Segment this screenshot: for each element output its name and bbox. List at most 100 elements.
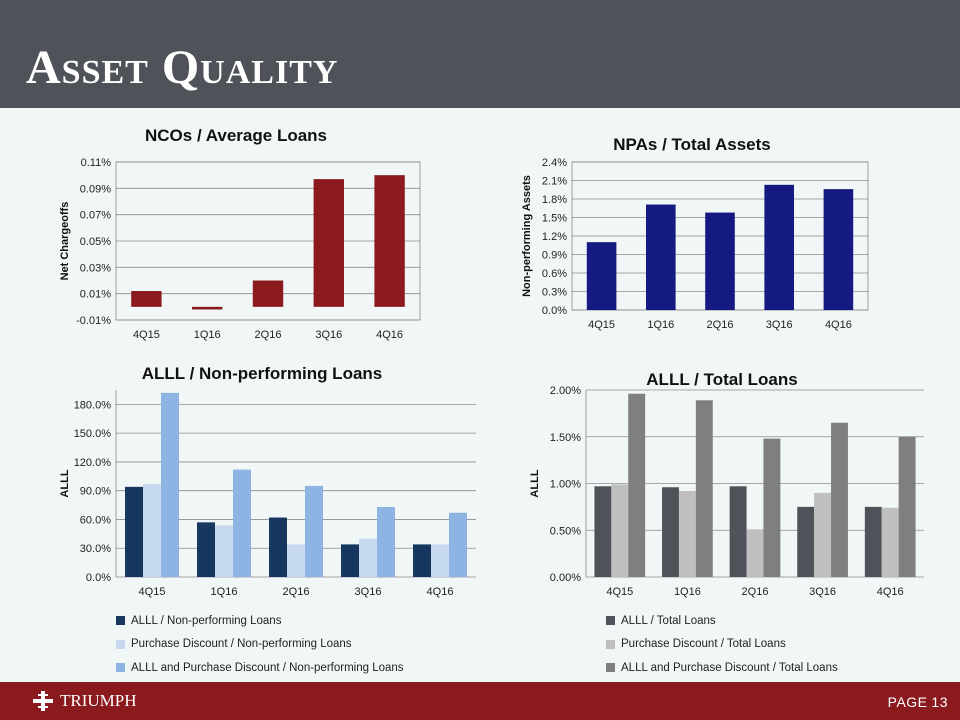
bar [611, 484, 629, 577]
bar [646, 204, 676, 310]
legend-item: ALLL / Total Loans [606, 609, 838, 633]
bar [161, 392, 179, 577]
bar [898, 436, 916, 577]
legend-swatch [116, 663, 125, 673]
triumph-cross-icon [33, 691, 53, 711]
chart-title: ALLL / Non-performing Loans [142, 364, 383, 383]
bar [797, 506, 815, 577]
x-tick-label: 4Q16 [877, 586, 904, 598]
bar [233, 469, 251, 577]
x-tick-label: 4Q16 [427, 586, 454, 598]
y-tick-label: 90.0% [80, 486, 111, 498]
legend-swatch [606, 663, 615, 673]
bar [131, 291, 162, 307]
bar [678, 490, 696, 577]
bar [377, 506, 395, 577]
legend-swatch [116, 616, 125, 626]
legend-swatch [606, 639, 615, 649]
legend-alll-total-loans: ALLL / Total Loans Purchase Discount / T… [606, 609, 838, 680]
y-tick-label: 0.11% [81, 157, 112, 169]
x-tick-label: 2Q16 [283, 586, 310, 598]
bar [413, 544, 431, 577]
page-number-value: 13 [931, 694, 948, 710]
bar [143, 483, 161, 577]
bar [341, 544, 359, 577]
x-tick-label: 4Q15 [606, 586, 633, 598]
y-tick-label: 0.6% [542, 268, 567, 280]
y-tick-label: 0.0% [542, 305, 567, 317]
legend-item: ALLL / Non-performing Loans [116, 609, 404, 633]
y-tick-label: 0.03% [80, 262, 111, 274]
y-tick-label: 0.01% [80, 289, 111, 301]
y-axis-label: Non-performing Assets [521, 175, 533, 297]
chart-title: NPAs / Total Assets [613, 135, 770, 154]
bar [864, 506, 882, 577]
x-tick-label: 4Q16 [376, 329, 403, 341]
y-tick-label: -0.01% [76, 315, 111, 327]
legend-item: Purchase Discount / Total Loans [606, 633, 838, 657]
bar [359, 538, 377, 577]
bar [831, 422, 848, 577]
bar [449, 512, 467, 577]
bar [764, 184, 794, 310]
x-tick-label: 4Q16 [825, 319, 852, 331]
bar [431, 544, 449, 577]
bar [823, 189, 854, 310]
bar [192, 306, 223, 310]
bar [586, 242, 617, 310]
y-tick-label: 30.0% [80, 543, 111, 555]
triumph-logo: TRIUMPH [32, 690, 137, 712]
y-axis-label: ALLL [529, 469, 541, 497]
y-axis-label: ALLL [59, 469, 71, 497]
y-tick-label: 0.50% [550, 525, 581, 537]
bar [763, 438, 781, 577]
y-tick-label: 1.8% [542, 194, 567, 206]
y-tick-label: 0.09% [80, 183, 111, 195]
x-tick-label: 3Q16 [766, 319, 793, 331]
bar [628, 393, 646, 577]
bar [594, 486, 612, 577]
y-tick-label: 2.1% [542, 176, 567, 188]
chart-title: NCOs / Average Loans [145, 126, 327, 145]
footer-bar: TRIUMPH PAGE 13 [0, 682, 960, 720]
header-bar: Asset Quality [0, 0, 960, 108]
bar [252, 280, 284, 307]
logo-text: TRIUMPH [60, 691, 137, 710]
x-tick-label: 2Q16 [255, 329, 282, 341]
legend-label: Purchase Discount / Non-performing Loans [131, 638, 352, 651]
y-tick-label: 150.0% [74, 428, 112, 440]
legend-swatch [116, 639, 125, 649]
bar [662, 487, 679, 577]
y-tick-label: 0.9% [542, 250, 567, 262]
bar [287, 544, 305, 577]
x-tick-label: 4Q15 [588, 319, 615, 331]
y-tick-label: 2.4% [542, 157, 567, 169]
chart-title: ALLL / Total Loans [646, 370, 797, 389]
bar [705, 212, 735, 310]
y-axis-label: Net Chargeoffs [59, 202, 71, 281]
y-tick-label: 0.07% [80, 210, 111, 222]
bar [269, 517, 287, 577]
page-number: PAGE 13 [888, 694, 948, 710]
y-tick-label: 0.05% [80, 236, 111, 248]
legend-label: Purchase Discount / Total Loans [621, 638, 786, 651]
y-tick-label: 1.50% [550, 432, 581, 444]
bar [197, 522, 215, 577]
x-tick-label: 4Q15 [139, 586, 166, 598]
y-tick-label: 0.3% [542, 287, 567, 299]
legend-item: Purchase Discount / Non-performing Loans [116, 633, 404, 657]
y-tick-label: 60.0% [80, 514, 111, 526]
legend-swatch [606, 616, 615, 626]
legend-item: ALLL and Purchase Discount / Non-perform… [116, 656, 404, 680]
y-tick-label: 1.00% [550, 479, 581, 491]
bar [814, 492, 832, 577]
y-tick-label: 1.5% [542, 213, 567, 225]
x-tick-label: 1Q16 [674, 586, 701, 598]
x-tick-label: 3Q16 [809, 586, 836, 598]
bar [746, 529, 764, 577]
y-tick-label: 0.00% [550, 572, 581, 584]
bar [305, 485, 323, 577]
legend-label: ALLL and Purchase Discount / Non-perform… [131, 661, 404, 674]
